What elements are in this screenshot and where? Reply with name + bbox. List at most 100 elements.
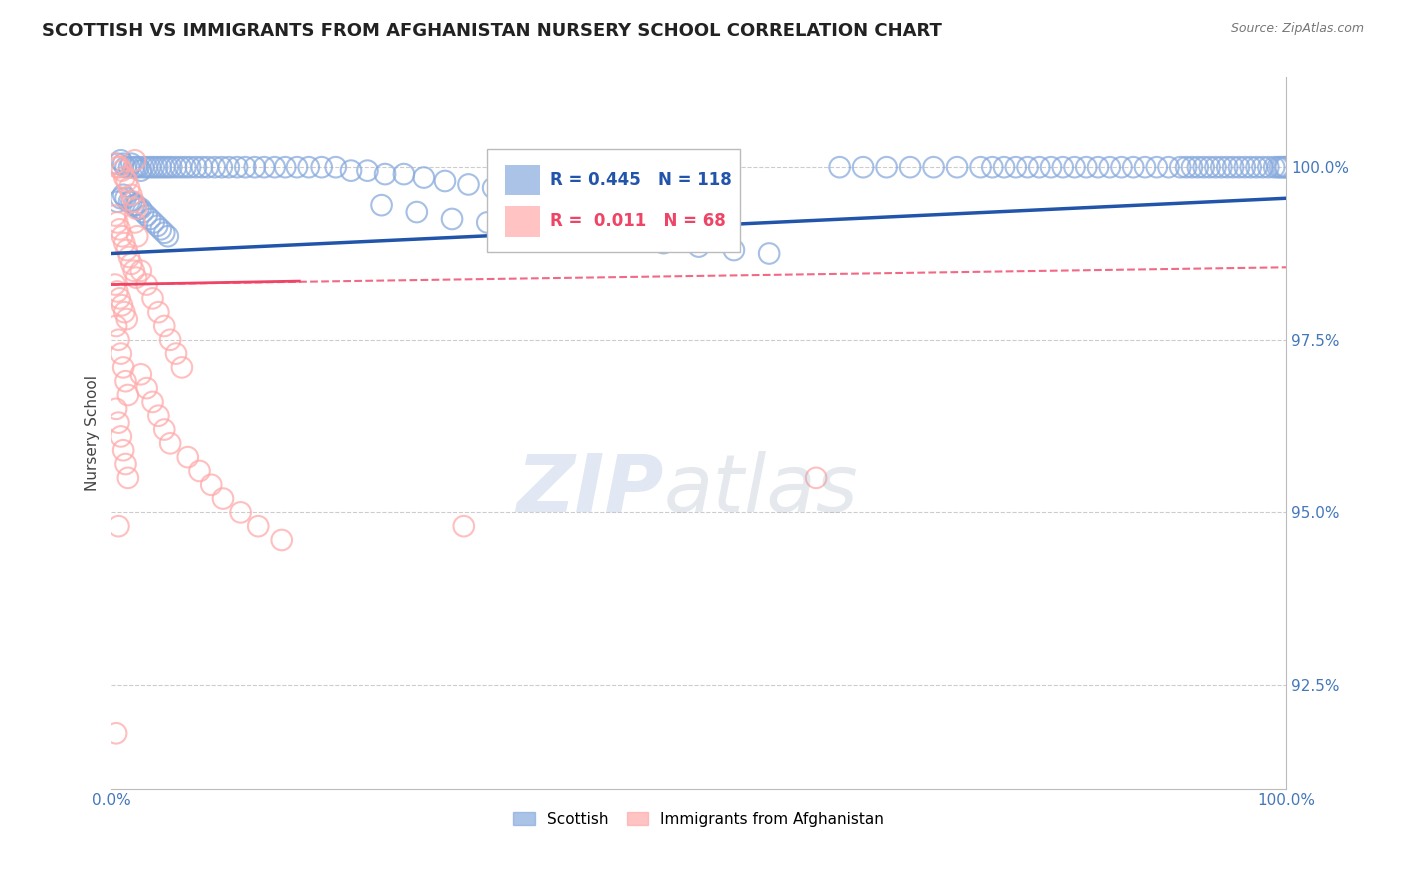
Point [118, 194, 141, 209]
Point [105, 160, 128, 174]
Point [243, 160, 266, 174]
Point [135, 160, 157, 174]
Point [174, 160, 197, 174]
Point [229, 505, 252, 519]
Point [149, 160, 172, 174]
Point [148, 409, 170, 423]
Point [188, 464, 211, 478]
Point [1087, 160, 1109, 174]
Point [120, 194, 142, 209]
Point [135, 381, 157, 395]
Point [112, 305, 135, 319]
Text: SCOTTISH VS IMMIGRANTS FROM AFGHANISTAN NURSERY SCHOOL CORRELATION CHART: SCOTTISH VS IMMIGRANTS FROM AFGHANISTAN … [42, 22, 942, 40]
Point [127, 202, 149, 216]
Legend: Scottish, Immigrants from Afghanistan: Scottish, Immigrants from Afghanistan [506, 804, 891, 834]
Point [105, 285, 128, 299]
Point [108, 160, 131, 174]
Point [311, 160, 333, 174]
Point [1251, 160, 1274, 174]
Point [1227, 160, 1250, 174]
Point [105, 215, 128, 229]
Point [122, 160, 145, 174]
Point [111, 163, 134, 178]
Point [104, 277, 127, 292]
Point [1198, 160, 1220, 174]
Point [112, 443, 135, 458]
Point [125, 160, 148, 174]
Point [184, 160, 207, 174]
Point [1076, 160, 1098, 174]
Point [112, 170, 135, 185]
Point [1017, 160, 1039, 174]
Point [153, 318, 176, 333]
Point [118, 250, 141, 264]
Point [153, 160, 176, 174]
Point [1146, 160, 1168, 174]
Point [211, 160, 233, 174]
Point [340, 163, 363, 178]
Point [125, 270, 148, 285]
Point [898, 160, 921, 174]
Point [122, 194, 145, 209]
Point [114, 457, 136, 471]
Point [170, 360, 193, 375]
Point [1028, 160, 1050, 174]
Point [1267, 160, 1289, 174]
Point [107, 519, 129, 533]
Point [1211, 160, 1233, 174]
Point [112, 236, 135, 251]
Point [247, 519, 270, 533]
Point [804, 471, 827, 485]
Point [105, 194, 128, 209]
Point [981, 160, 1004, 174]
Point [135, 277, 157, 292]
Point [104, 157, 127, 171]
Point [1133, 160, 1156, 174]
Point [1052, 160, 1074, 174]
Point [129, 368, 152, 382]
Point [325, 160, 347, 174]
Point [112, 360, 135, 375]
Point [139, 211, 162, 226]
Point [156, 160, 179, 174]
Point [876, 160, 898, 174]
Point [212, 491, 235, 506]
Point [1268, 160, 1291, 174]
Point [218, 160, 240, 174]
Point [758, 246, 780, 260]
Point [156, 229, 179, 244]
Point [108, 291, 131, 305]
Point [127, 229, 149, 244]
Point [115, 174, 138, 188]
Point [165, 346, 187, 360]
Point [1274, 160, 1296, 174]
Point [1122, 160, 1144, 174]
Point [115, 243, 138, 257]
Point [142, 160, 165, 174]
Point [1271, 160, 1294, 174]
Point [453, 519, 475, 533]
Point [165, 160, 187, 174]
Point [1187, 160, 1209, 174]
Point [723, 243, 745, 257]
Point [110, 429, 132, 443]
Point [298, 160, 321, 174]
Point [263, 160, 285, 174]
Point [1004, 160, 1026, 174]
Point [1240, 160, 1263, 174]
Point [233, 160, 256, 174]
Point [688, 239, 710, 253]
Point [922, 160, 945, 174]
Point [1181, 160, 1204, 174]
Point [122, 198, 145, 212]
Point [969, 160, 991, 174]
Point [127, 160, 149, 174]
Point [191, 160, 214, 174]
Point [105, 157, 128, 171]
Point [200, 477, 222, 491]
Point [1216, 160, 1239, 174]
Point [129, 202, 152, 216]
Point [142, 215, 165, 229]
Point [105, 401, 128, 416]
Point [139, 160, 162, 174]
